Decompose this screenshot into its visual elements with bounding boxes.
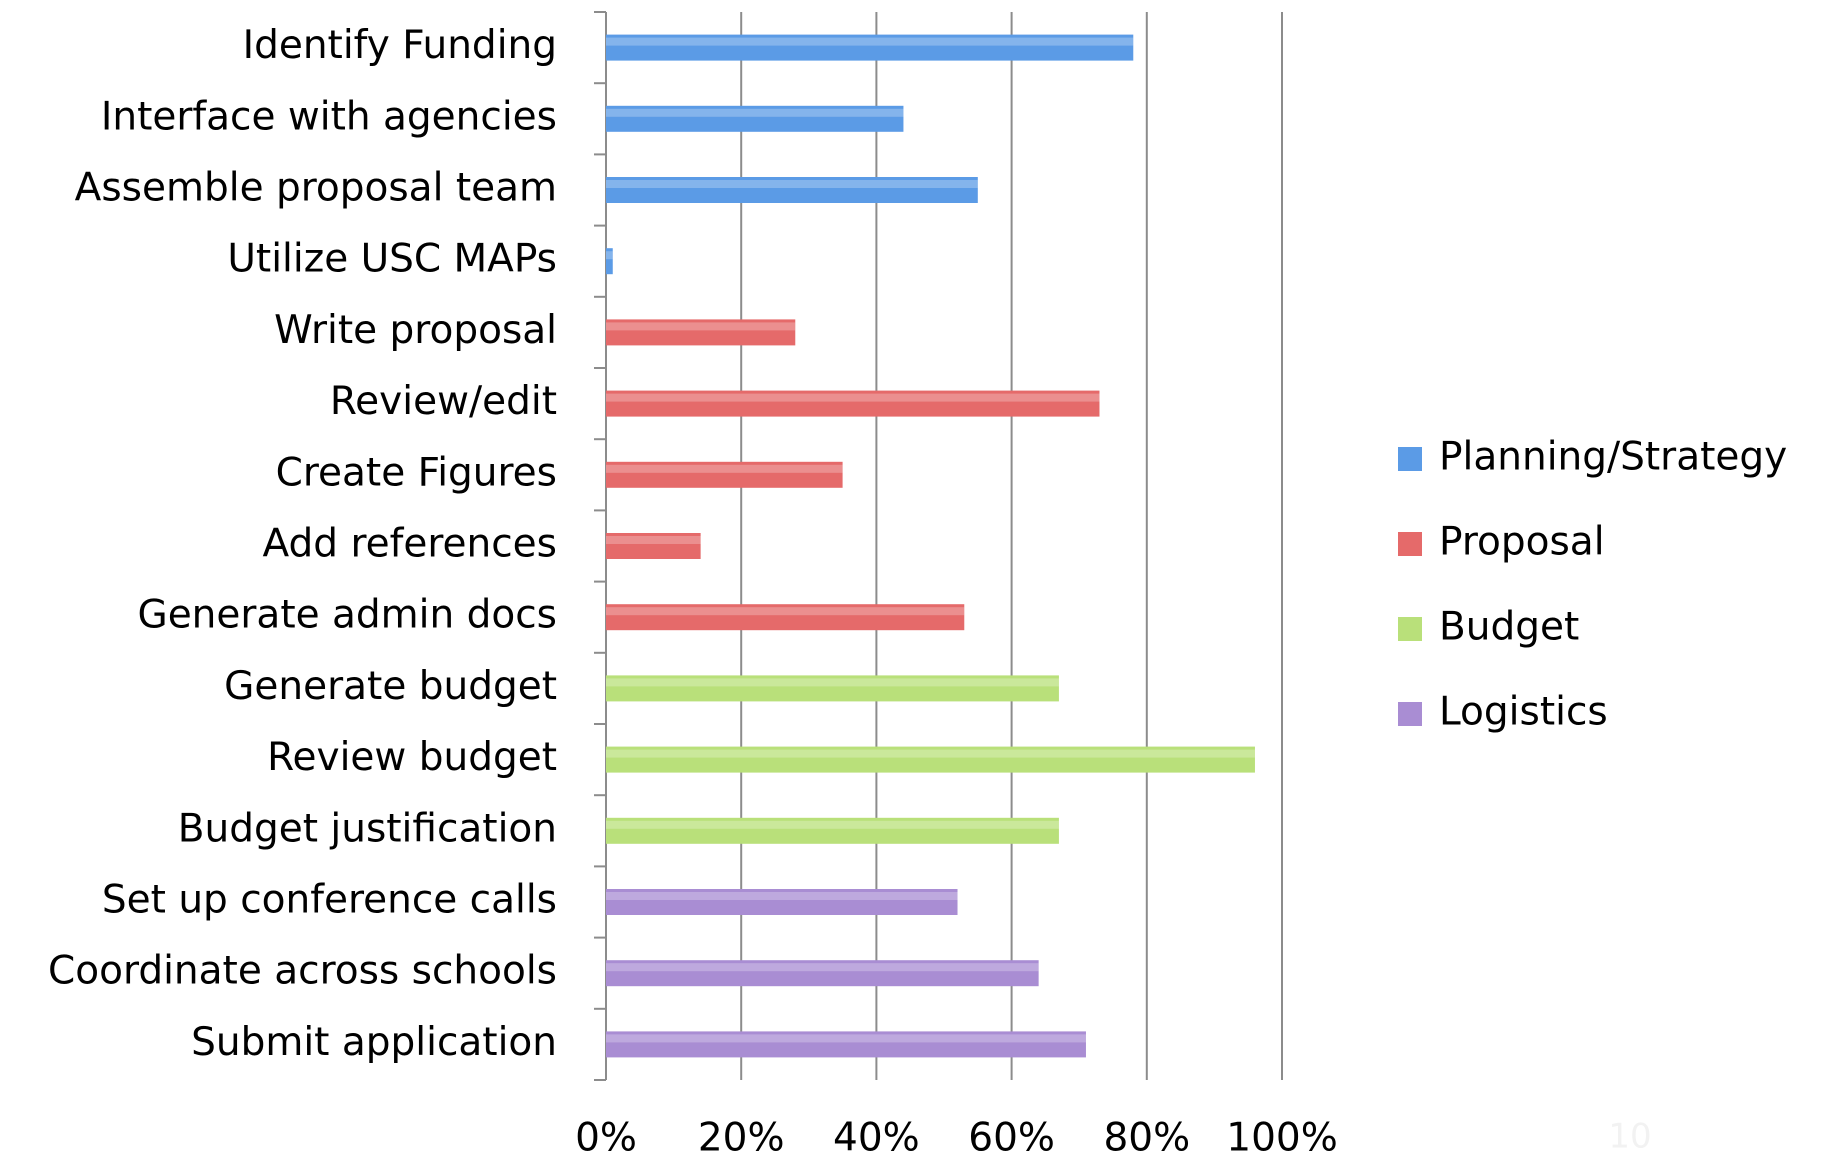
y-tick-label: Generate budget [224, 664, 557, 709]
legend-label: Proposal [1439, 520, 1605, 565]
bar-highlight [606, 892, 958, 900]
bar [606, 604, 965, 631]
bar [606, 461, 843, 488]
bar [606, 105, 904, 132]
bar-highlight [606, 536, 701, 544]
bar-highlight [606, 322, 796, 331]
x-tick-label: 80% [1103, 1116, 1190, 1161]
y-tick-label: Submit application [191, 1020, 557, 1065]
bar-highlight [606, 108, 904, 117]
bar [606, 319, 796, 346]
legend-label: Budget [1439, 605, 1579, 650]
bar-highlight [606, 1034, 1086, 1043]
y-tick-label: Write proposal [274, 308, 557, 353]
bar-highlight [606, 37, 1134, 46]
x-tick-label: 20% [698, 1116, 785, 1161]
x-tick-label: 100% [1226, 1116, 1338, 1161]
bar [606, 817, 1059, 844]
y-tick-label: Budget justification [178, 806, 557, 851]
bar-highlight [606, 464, 843, 473]
y-tick-label: Generate admin docs [137, 593, 557, 638]
y-tick-label: Add references [263, 522, 557, 567]
bar-highlight [606, 393, 1100, 402]
legend-swatch [1398, 617, 1422, 641]
legend-label: Planning/Strategy [1439, 435, 1787, 480]
bar [606, 34, 1134, 61]
bar [606, 390, 1100, 417]
bar-highlight [606, 607, 965, 616]
y-tick-label: Interface with agencies [101, 94, 557, 139]
bar [606, 248, 613, 275]
bar [606, 960, 1039, 987]
bar-highlight [606, 251, 613, 260]
legend-label: Logistics [1439, 690, 1608, 735]
legend-swatch [1398, 702, 1422, 726]
bar-highlight [606, 820, 1059, 829]
y-tick-label: Identify Funding [243, 23, 557, 68]
x-tick-label: 0% [575, 1116, 637, 1161]
bar-highlight [606, 749, 1255, 758]
bar-highlight [606, 180, 978, 188]
legend-swatch [1398, 447, 1422, 471]
x-tick-label: 40% [833, 1116, 920, 1161]
bar-highlight [606, 963, 1039, 972]
bar [606, 675, 1059, 702]
bar-highlight [606, 678, 1059, 687]
bar [606, 746, 1255, 773]
legend-swatch [1398, 532, 1422, 556]
y-tick-label: Assemble proposal team [75, 166, 557, 211]
x-tick-label: 60% [968, 1116, 1055, 1161]
bar [606, 177, 978, 203]
bar [606, 533, 701, 559]
y-tick-label: Set up conference calls [102, 878, 557, 923]
y-tick-label: Coordinate across schools [48, 949, 557, 994]
y-tick-label: Review budget [267, 735, 557, 780]
y-tick-label: Review/edit [330, 379, 557, 424]
bar [606, 889, 958, 915]
y-tick-label: Create Figures [276, 450, 557, 495]
y-tick-label: Utilize USC MAPs [227, 237, 557, 282]
bar [606, 1031, 1086, 1058]
page-number: 10 [1608, 1117, 1651, 1157]
